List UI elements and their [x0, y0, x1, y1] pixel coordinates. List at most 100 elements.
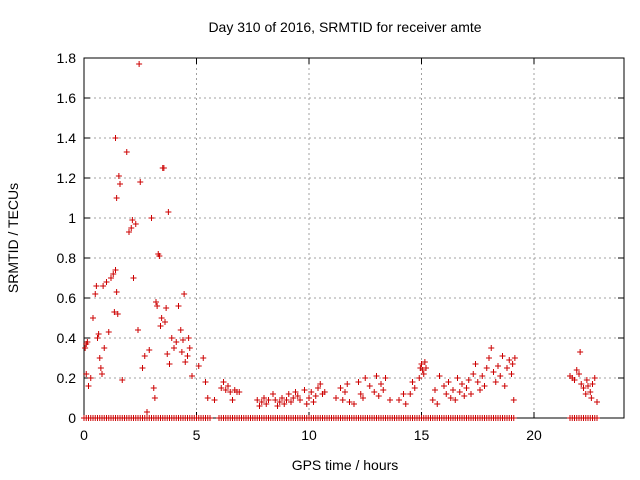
data-point — [283, 397, 290, 403]
data-point-zero — [594, 415, 600, 421]
chart-title: Day 310 of 2016, SRMTID for receiver amt… — [208, 19, 481, 35]
data-point — [510, 397, 517, 403]
data-point — [168, 335, 175, 341]
data-point — [185, 335, 192, 341]
data-point — [285, 391, 292, 397]
data-point — [447, 395, 454, 401]
data-point — [94, 335, 101, 341]
x-tick-label: 10 — [301, 427, 317, 443]
data-point — [511, 355, 518, 361]
data-point — [587, 389, 594, 395]
data-point — [294, 393, 301, 399]
data-point — [490, 369, 497, 375]
data-point — [117, 181, 123, 187]
data-point — [346, 399, 353, 405]
data-point — [387, 397, 393, 403]
data-point — [177, 327, 184, 333]
data-point — [139, 365, 146, 371]
y-tick-label: 0.4 — [57, 330, 77, 346]
data-point — [119, 377, 126, 383]
data-point — [441, 383, 447, 389]
y-tick-label: 0.6 — [57, 290, 77, 306]
data-point — [308, 389, 315, 395]
data-point — [151, 395, 158, 401]
data-point — [256, 403, 263, 409]
data-point — [589, 381, 596, 387]
data-point — [333, 395, 339, 401]
data-point — [270, 391, 276, 397]
data-point — [254, 397, 261, 403]
data-point — [132, 221, 139, 227]
data-point — [585, 383, 591, 389]
data-point — [418, 361, 425, 367]
plot-area — [83, 57, 625, 419]
data-point-zero — [207, 415, 213, 421]
data-point — [456, 389, 463, 395]
data-point — [111, 309, 118, 315]
data-point — [488, 345, 495, 351]
data-point — [164, 351, 171, 357]
data-point — [292, 389, 299, 395]
data-point — [128, 225, 135, 231]
data-point — [110, 271, 117, 277]
data-point — [429, 397, 436, 403]
data-point — [272, 397, 279, 403]
data-point — [160, 165, 167, 171]
data-point — [578, 381, 585, 387]
data-point — [93, 283, 100, 289]
data-points — [81, 61, 600, 421]
data-point — [175, 303, 182, 309]
data-point — [136, 61, 143, 67]
data-point — [146, 347, 153, 353]
data-point — [202, 379, 209, 385]
data-point — [470, 371, 477, 377]
data-point — [112, 267, 119, 273]
data-point — [419, 367, 426, 373]
data-point — [181, 291, 188, 297]
data-point — [303, 401, 310, 407]
y-tick-label: 1.2 — [57, 170, 77, 186]
y-tick-label: 0.8 — [57, 250, 77, 266]
data-point — [222, 387, 229, 393]
data-point — [582, 391, 589, 397]
data-point — [153, 299, 159, 305]
data-point — [130, 275, 137, 281]
data-point — [186, 345, 193, 351]
data-point — [436, 373, 443, 379]
data-point — [96, 355, 103, 361]
data-point — [573, 367, 580, 373]
data-point — [477, 387, 483, 393]
data-point — [281, 401, 288, 407]
data-point — [371, 389, 378, 395]
data-point — [87, 375, 94, 381]
data-point — [279, 395, 285, 401]
data-point — [92, 291, 99, 297]
data-point — [90, 315, 96, 321]
data-point — [357, 391, 364, 397]
data-point — [84, 339, 91, 345]
data-point — [265, 397, 272, 403]
data-point — [288, 399, 294, 405]
x-tick-label: 5 — [193, 427, 201, 443]
data-point — [166, 361, 173, 367]
data-point — [113, 289, 120, 295]
data-point-zero — [510, 415, 517, 421]
data-point — [297, 397, 303, 403]
data-point — [312, 393, 319, 399]
data-point — [342, 389, 348, 395]
data-point — [452, 397, 459, 403]
data-point — [317, 381, 324, 387]
data-point — [373, 373, 380, 379]
data-point — [508, 371, 515, 377]
data-point — [171, 345, 177, 351]
data-point — [495, 363, 501, 369]
data-point — [411, 385, 418, 391]
data-point — [83, 371, 90, 377]
data-point — [344, 381, 351, 387]
data-point — [200, 355, 207, 361]
data-point — [454, 375, 461, 381]
data-point — [195, 363, 202, 369]
data-point — [492, 379, 499, 385]
y-ticks: 0 0.2 0.4 0.6 0.8 1 1.2 1.4 1.6 1.8 — [57, 50, 624, 426]
data-point — [504, 365, 510, 371]
